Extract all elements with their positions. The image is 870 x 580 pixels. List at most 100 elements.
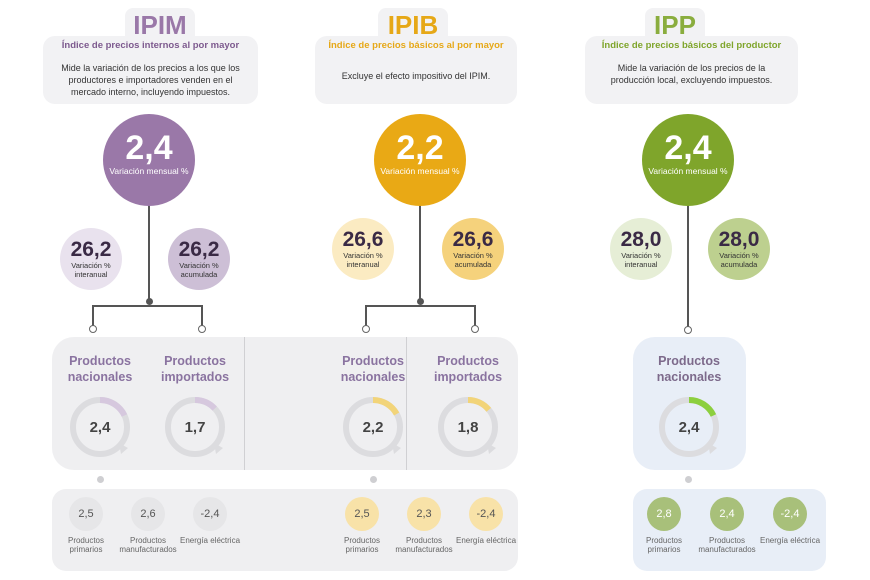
connector-line (366, 305, 475, 307)
product-label: Productos importados (433, 354, 503, 384)
product-gauge-value: 2,4 (678, 419, 700, 436)
gauge-fill (99, 397, 128, 417)
interannual-variation-label: Variación % interanual (71, 261, 111, 279)
product-gauge-value: 2,4 (89, 419, 111, 436)
sub-product-circle: -2,4 (193, 497, 227, 531)
product-label: Productos nacionales (656, 354, 722, 384)
index-subtitle: Índice de precios básicos del productor (601, 40, 782, 51)
sub-product-label: Productos manufacturados (698, 536, 756, 554)
gauge-arrow-icon (392, 443, 401, 454)
accumulated-variation-label: Variación % acumulada (453, 251, 493, 269)
accumulated-variation-label: Variación % acumulada (719, 251, 759, 269)
connector-line (474, 305, 476, 327)
accumulated-variation-value: 26,2 (178, 238, 220, 261)
connector-ring (684, 326, 692, 334)
index-header-box: Índice de precios básicos del productor M… (585, 36, 798, 104)
interannual-variation-value: 26,6 (342, 228, 384, 251)
connector-ring (362, 325, 370, 333)
monthly-variation-circle: 2,4 Variación mensual % (103, 114, 195, 206)
sub-product-circle: -2,4 (469, 497, 503, 531)
gauge-fill (688, 397, 717, 417)
product-gauge (659, 397, 719, 457)
product-gauge (438, 397, 498, 457)
connector-dot (416, 298, 424, 305)
connector-dot (684, 476, 692, 483)
index-header-box: Índice de precios internos al por mayor M… (43, 36, 258, 104)
connector-dot (96, 476, 104, 483)
gauge-fill (467, 397, 492, 412)
gauge-arrow-icon (708, 443, 717, 454)
monthly-variation-circle: 2,4 Variación mensual % (642, 114, 734, 206)
product-gauge (343, 397, 403, 457)
sub-product-label: Productos manufacturados (395, 536, 453, 554)
connector-ring (198, 325, 206, 333)
connector-line (201, 305, 203, 327)
index-description: Mide la variación de los precios a los q… (61, 63, 240, 97)
index-description: Excluye el efecto impositivo del IPIM. (341, 71, 491, 81)
product-gauge (70, 397, 130, 457)
product-label: Productos nacionales (67, 354, 133, 384)
interannual-variation-circle: 28,0 Variación % interanual (610, 218, 672, 280)
interannual-variation-value: 26,2 (70, 238, 112, 261)
sub-product-label: Energía eléctrica (759, 536, 821, 545)
interannual-variation-value: 28,0 (620, 228, 662, 251)
monthly-variation-value: 2,4 (664, 129, 712, 167)
connector-line (148, 200, 150, 300)
sub-product-label: Productos manufacturados (119, 536, 177, 554)
monthly-variation-value: 2,2 (396, 129, 444, 167)
connector-ring (89, 325, 97, 333)
sub-product-label: Energía eléctrica (179, 536, 241, 545)
sub-product-circle: 2,5 (345, 497, 379, 531)
sub-product-label: Productos primarios (645, 536, 683, 554)
gauge-fill (194, 397, 217, 411)
products-panel (633, 337, 746, 470)
panel-divider (405, 337, 407, 470)
connector-line (93, 305, 202, 307)
index-description: Mide la variación de los precios de la p… (610, 63, 773, 85)
sub-product-circle: 2,5 (69, 497, 103, 531)
connector-line (365, 305, 367, 327)
interannual-variation-label: Variación % interanual (343, 251, 383, 269)
sub-product-circle: 2,3 (407, 497, 441, 531)
product-label: Productos nacionales (340, 354, 406, 384)
connector-line (419, 200, 421, 300)
index-subtitle: Índice de precios internos al por mayor (61, 40, 240, 51)
sub-product-label: Energía eléctrica (455, 536, 517, 545)
monthly-variation-value: 2,4 (125, 129, 173, 167)
accumulated-variation-circle: 26,6 Variación % acumulada (442, 218, 504, 280)
interannual-variation-circle: 26,6 Variación % interanual (332, 218, 394, 280)
monthly-variation-label: Variación mensual % (380, 166, 460, 176)
accumulated-variation-value: 26,6 (452, 228, 494, 251)
product-gauge-value: 1,8 (457, 419, 479, 436)
sub-product-circle: 2,8 (647, 497, 681, 531)
interannual-variation-label: Variación % interanual (621, 251, 661, 269)
monthly-variation-label: Variación mensual % (648, 166, 728, 176)
accumulated-variation-label: Variación % acumulada (179, 261, 219, 279)
connector-dot (145, 298, 153, 305)
accumulated-variation-circle: 26,2 Variación % acumulada (168, 228, 230, 290)
sub-product-label: Productos primarios (343, 536, 381, 554)
index-subtitle: Índice de precios básicos al por mayor (328, 40, 504, 51)
interannual-variation-circle: 26,2 Variación % interanual (60, 228, 122, 290)
connector-line (92, 305, 94, 327)
index-header-box: Índice de precios básicos al por mayor Ex… (315, 36, 517, 104)
monthly-variation-circle: 2,2 Variación mensual % (374, 114, 466, 206)
accumulated-variation-value: 28,0 (718, 228, 760, 251)
panel-divider (244, 337, 245, 470)
gauge-arrow-icon (119, 443, 128, 454)
product-gauge-value: 1,7 (184, 419, 206, 436)
sub-product-circle: 2,6 (131, 497, 165, 531)
connector-line (687, 200, 689, 330)
gauge-arrow-icon (214, 443, 223, 454)
sub-product-circle: 2,4 (710, 497, 744, 531)
monthly-variation-label: Variación mensual % (109, 166, 189, 176)
sub-product-circle: -2,4 (773, 497, 807, 531)
sub-product-label: Productos primarios (67, 536, 105, 554)
connector-ring (471, 325, 479, 333)
product-gauge-value: 2,2 (362, 419, 384, 436)
product-label: Productos importados (160, 354, 230, 384)
connector-dot (369, 476, 377, 483)
product-gauge (165, 397, 225, 457)
